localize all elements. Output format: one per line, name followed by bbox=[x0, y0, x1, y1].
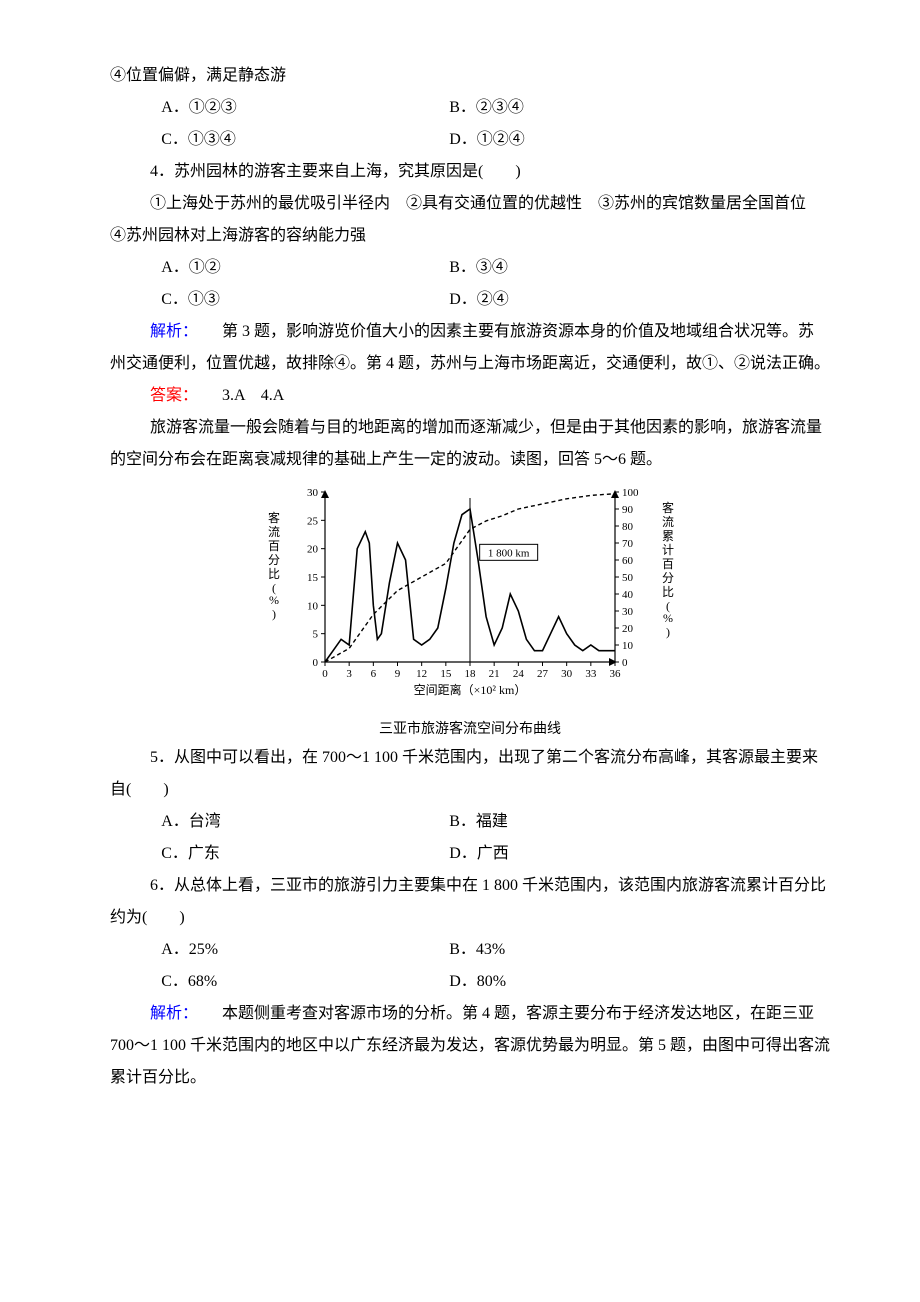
svg-text:25: 25 bbox=[307, 515, 319, 527]
q5-options-row2: C．广东 D．广西 bbox=[110, 838, 830, 870]
svg-text:): ) bbox=[272, 607, 276, 621]
q3-opt-a: A．①②③ bbox=[161, 92, 449, 124]
svg-text:空间距离（×10² km）: 空间距离（×10² km） bbox=[414, 682, 527, 697]
analysis-34-text: 第 3 题，影响游览价值大小的因素主要有旅游资源本身的价值及地域组合状况等。苏州… bbox=[110, 323, 830, 372]
chart-caption: 三亚市旅游客流空间分布曲线 bbox=[110, 714, 830, 742]
q5-opt-b: B．福建 bbox=[449, 806, 737, 838]
svg-text:分: 分 bbox=[662, 571, 674, 585]
svg-text:10: 10 bbox=[307, 600, 319, 612]
q6-stem: 6．从总体上看，三亚市的旅游引力主要集中在 1 800 千米范围内，该范围内旅游… bbox=[110, 870, 830, 934]
svg-text:流: 流 bbox=[268, 525, 280, 539]
q6-opt-b: B．43% bbox=[449, 934, 737, 966]
q5-stem: 5．从图中可以看出，在 700～1 100 千米范围内，出现了第二个客流分布高峰… bbox=[110, 742, 830, 806]
q6-options-row2: C．68% D．80% bbox=[110, 966, 830, 998]
q4-items: ①上海处于苏州的最优吸引半径内 ②具有交通位置的优越性 ③苏州的宾馆数量居全国首… bbox=[110, 188, 830, 252]
svg-text:90: 90 bbox=[622, 504, 634, 516]
svg-text:5: 5 bbox=[313, 629, 319, 641]
analysis-34: 解析： 第 3 题，影响游览价值大小的因素主要有旅游资源本身的价值及地域组合状况… bbox=[110, 316, 830, 380]
q4-opt-d: D．②④ bbox=[449, 284, 737, 316]
svg-text:9: 9 bbox=[395, 668, 401, 680]
q3-opt-b: B．②③④ bbox=[449, 92, 737, 124]
svg-text:40: 40 bbox=[622, 589, 634, 601]
svg-text:30: 30 bbox=[307, 487, 319, 499]
item-4: ④位置偏僻，满足静态游 bbox=[110, 60, 830, 92]
answer-label: 答案： bbox=[150, 387, 198, 404]
svg-text:%: % bbox=[663, 611, 673, 625]
svg-text:0: 0 bbox=[622, 657, 628, 669]
svg-text:比: 比 bbox=[268, 567, 280, 581]
q3-options-row2: C．①③④ D．①②④ bbox=[110, 124, 830, 156]
q5-opt-d: D．广西 bbox=[449, 838, 737, 870]
svg-text:0: 0 bbox=[322, 668, 328, 680]
svg-text:10: 10 bbox=[622, 640, 634, 652]
svg-text:15: 15 bbox=[440, 668, 452, 680]
svg-text:百: 百 bbox=[268, 539, 280, 553]
q3-opt-c: C．①③④ bbox=[161, 124, 449, 156]
svg-text:15: 15 bbox=[307, 572, 319, 584]
analysis-56: 解析： 本题侧重考查对客源市场的分析。第 4 题，客源主要分布于经济发达地区，在… bbox=[110, 998, 830, 1094]
q4-stem: 4．苏州园林的游客主要来自上海，究其原因是( ) bbox=[110, 156, 830, 188]
analysis-label-2: 解析： bbox=[150, 1005, 198, 1022]
q4-options-row1: A．①② B．③④ bbox=[110, 252, 830, 284]
svg-text:累: 累 bbox=[662, 529, 674, 543]
q3-opt-d: D．①②④ bbox=[449, 124, 737, 156]
q5-opt-c: C．广东 bbox=[161, 838, 449, 870]
svg-text:21: 21 bbox=[489, 668, 500, 680]
svg-text:24: 24 bbox=[513, 668, 525, 680]
svg-text:): ) bbox=[666, 625, 670, 639]
svg-text:客: 客 bbox=[268, 510, 280, 525]
svg-text:70: 70 bbox=[622, 538, 634, 550]
svg-text:18: 18 bbox=[465, 668, 477, 680]
q4-options-row2: C．①③ D．②④ bbox=[110, 284, 830, 316]
svg-text:分: 分 bbox=[268, 553, 280, 567]
svg-text:27: 27 bbox=[537, 668, 549, 680]
svg-text:百: 百 bbox=[662, 557, 674, 571]
q3-options-row1: A．①②③ B．②③④ bbox=[110, 92, 830, 124]
svg-text:1 800 km: 1 800 km bbox=[488, 547, 530, 559]
svg-text:0: 0 bbox=[313, 657, 319, 669]
svg-text:80: 80 bbox=[622, 521, 634, 533]
svg-text:12: 12 bbox=[416, 668, 427, 680]
svg-text:30: 30 bbox=[622, 606, 634, 618]
q6-opt-a: A．25% bbox=[161, 934, 449, 966]
q6-options-row1: A．25% B．43% bbox=[110, 934, 830, 966]
q6-opt-c: C．68% bbox=[161, 966, 449, 998]
q4-opt-c: C．①③ bbox=[161, 284, 449, 316]
svg-text:36: 36 bbox=[610, 668, 622, 680]
svg-text:100: 100 bbox=[622, 487, 639, 499]
svg-text:33: 33 bbox=[585, 668, 597, 680]
q4-opt-b: B．③④ bbox=[449, 252, 737, 284]
svg-text:%: % bbox=[269, 593, 279, 607]
svg-text:客: 客 bbox=[662, 500, 674, 515]
q5-options-row1: A．台湾 B．福建 bbox=[110, 806, 830, 838]
chart-container: 0369121518212427303336051015202530010203… bbox=[110, 482, 830, 742]
svg-text:计: 计 bbox=[662, 543, 674, 557]
svg-text:流: 流 bbox=[662, 515, 674, 529]
q6-opt-d: D．80% bbox=[449, 966, 737, 998]
svg-text:3: 3 bbox=[346, 668, 352, 680]
svg-text:6: 6 bbox=[371, 668, 377, 680]
svg-text:20: 20 bbox=[307, 544, 319, 556]
sanya-chart: 0369121518212427303336051015202530010203… bbox=[260, 482, 680, 702]
intro-56: 旅游客流量一般会随着与目的地距离的增加而逐渐减少，但是由于其他因素的影响，旅游客… bbox=[110, 412, 830, 476]
q5-opt-a: A．台湾 bbox=[161, 806, 449, 838]
analysis-56-text: 本题侧重考查对客源市场的分析。第 4 题，客源主要分布于经济发达地区，在距三亚 … bbox=[110, 1005, 830, 1086]
svg-text:60: 60 bbox=[622, 555, 634, 567]
svg-text:比: 比 bbox=[662, 585, 674, 599]
analysis-label: 解析： bbox=[150, 323, 198, 340]
svg-text:50: 50 bbox=[622, 572, 634, 584]
svg-text:30: 30 bbox=[561, 668, 573, 680]
svg-text:20: 20 bbox=[622, 623, 634, 635]
answer-34-text: 3.A 4.A bbox=[222, 387, 284, 404]
q4-opt-a: A．①② bbox=[161, 252, 449, 284]
answer-34: 答案： 3.A 4.A bbox=[110, 380, 830, 412]
